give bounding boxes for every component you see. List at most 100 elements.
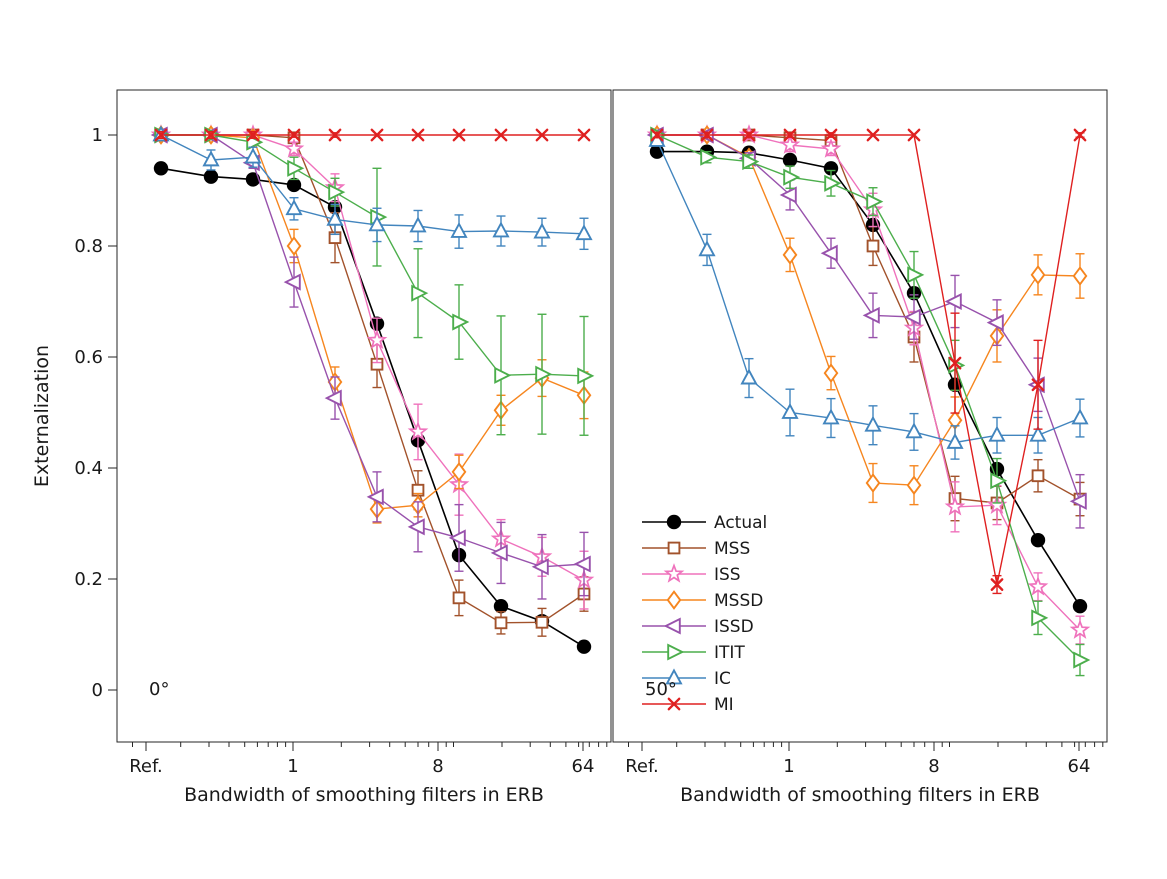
triangle-up-marker xyxy=(368,215,386,232)
square-marker xyxy=(1031,469,1045,483)
panel-label-left: 0° xyxy=(149,679,169,700)
x-axis-label-left: Bandwidth of smoothing filters in ERB xyxy=(184,784,544,806)
legend-diamond-marker xyxy=(666,590,682,610)
panel-1: Ref. 1 8 64 xyxy=(612,89,1108,777)
x-marker xyxy=(287,128,301,142)
y-tick-label: 0.8 xyxy=(74,236,103,257)
triangle-left-marker xyxy=(903,308,921,326)
series-actual xyxy=(153,161,592,654)
pentagram-marker xyxy=(1069,619,1091,639)
axes-frame xyxy=(612,89,1108,743)
triangle-up-marker xyxy=(409,216,427,233)
series-ic xyxy=(648,130,1089,460)
triangle-right-marker xyxy=(783,168,801,186)
triangle-left-marker xyxy=(407,518,425,536)
legend-triangle-left-marker xyxy=(663,617,681,635)
diamond-marker xyxy=(286,236,302,256)
triangle-right-marker xyxy=(1031,609,1049,627)
triangle-up-marker xyxy=(781,402,799,419)
pentagram-marker xyxy=(283,138,305,158)
triangle-right-marker xyxy=(1073,651,1091,669)
series-ic xyxy=(152,125,593,251)
triangle-left-marker xyxy=(531,558,549,576)
triangle-up-marker xyxy=(988,425,1006,442)
triangle-right-marker xyxy=(411,284,429,302)
x-marker xyxy=(824,128,838,142)
square-marker xyxy=(866,239,880,253)
diamond-marker xyxy=(1072,266,1088,286)
series-line xyxy=(656,140,1081,444)
series-line xyxy=(161,134,585,581)
series-line xyxy=(657,134,1081,504)
x-marker xyxy=(1073,128,1087,142)
triangle-up-marker xyxy=(326,209,344,226)
x-tick-label: 8 xyxy=(928,756,939,777)
triangle-right-marker xyxy=(535,365,553,383)
triangle-right-marker xyxy=(452,313,470,331)
x-marker xyxy=(328,128,342,142)
y-tick-label: 0 xyxy=(92,680,103,701)
diamond-marker xyxy=(1030,264,1046,285)
triangle-right-marker xyxy=(907,266,925,284)
legend-label: MI xyxy=(714,695,734,715)
triangle-right-marker xyxy=(328,183,346,201)
circle-marker xyxy=(245,172,261,187)
x-marker xyxy=(990,578,1004,591)
x-marker xyxy=(154,128,168,142)
diamond-marker xyxy=(823,363,839,383)
legend-label: IC xyxy=(714,669,731,689)
legend-label: ISS xyxy=(714,565,741,585)
legend-pentagram-marker xyxy=(663,563,685,583)
legend-circle-marker xyxy=(666,514,682,530)
x-tick-label: 8 xyxy=(432,756,443,777)
series-line xyxy=(160,167,585,648)
pentagram-marker xyxy=(779,134,801,154)
triangle-left-marker xyxy=(490,544,508,562)
legend-label: ITIT xyxy=(714,643,745,663)
legend-item-issd: ISSD xyxy=(642,617,754,637)
triangle-left-marker xyxy=(862,306,880,324)
triangle-left-marker xyxy=(448,529,466,547)
legend-item-mssd: MSSD xyxy=(642,590,763,611)
x-marker xyxy=(742,128,756,142)
triangle-left-marker xyxy=(324,389,342,407)
x-axis-label-right: Bandwidth of smoothing filters in ERB xyxy=(680,784,1040,806)
circle-marker xyxy=(286,177,302,193)
triangle-up-marker xyxy=(1029,425,1047,442)
x-tick-label: 1 xyxy=(287,756,298,777)
legend-triangle-up-marker xyxy=(665,668,683,685)
x-marker xyxy=(246,128,260,142)
x-marker xyxy=(783,128,797,142)
y-axis-label: Externalization xyxy=(31,345,53,487)
triangle-up-marker xyxy=(698,240,716,257)
triangle-left-marker xyxy=(820,244,838,262)
legend-label: MSS xyxy=(714,539,750,559)
triangle-up-marker xyxy=(864,415,882,432)
x-marker xyxy=(535,128,549,142)
triangle-right-marker xyxy=(700,148,718,166)
legend: Actual MSS ISS MSSD ISSD ITIT IC MI xyxy=(642,513,767,715)
circle-marker xyxy=(1072,598,1088,614)
x-tick-label: Ref. xyxy=(129,756,163,777)
triangle-left-marker xyxy=(283,273,301,291)
circle-marker xyxy=(782,152,798,168)
triangle-up-marker xyxy=(1071,408,1089,425)
legend-label: Actual xyxy=(714,513,767,533)
x-marker xyxy=(1031,378,1045,392)
triangle-up-marker xyxy=(740,368,758,385)
triangle-right-marker xyxy=(287,159,305,177)
triangle-up-marker xyxy=(202,150,220,167)
x-tick-label: Ref. xyxy=(625,756,659,777)
triangle-up-marker xyxy=(285,199,303,216)
axes-frame xyxy=(116,89,612,743)
circle-marker xyxy=(1030,532,1046,548)
circle-marker xyxy=(203,169,219,184)
circle-marker xyxy=(823,161,839,176)
x-marker xyxy=(650,128,664,142)
x-marker xyxy=(370,128,384,142)
series-mi xyxy=(154,128,591,142)
triangle-right-marker xyxy=(990,472,1008,490)
legend-square-marker xyxy=(667,541,681,555)
triangle-left-marker xyxy=(573,555,591,573)
triangle-up-marker xyxy=(533,222,551,239)
